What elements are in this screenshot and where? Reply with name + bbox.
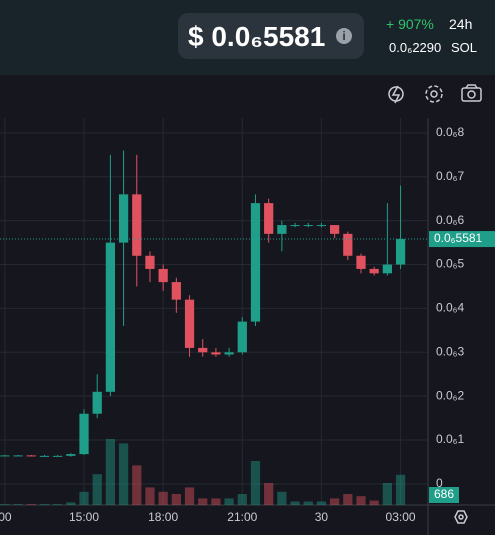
- price-pill: $ 0.0₆5581 i: [178, 13, 364, 59]
- candle-body: [132, 194, 142, 256]
- y-tick-label: 0.0₆5: [436, 257, 465, 271]
- price-tag: [429, 231, 495, 248]
- y-tick-label: 0.0₆6: [436, 213, 465, 227]
- x-tick-label: 00: [0, 510, 12, 524]
- price-tag-label: 0.0₆5581: [434, 231, 483, 245]
- candle-body: [26, 455, 36, 457]
- sol-price: 0.0₆2290: [389, 40, 442, 55]
- info-icon[interactable]: i: [336, 28, 352, 44]
- x-tick-label: 03:00: [386, 510, 416, 524]
- volume-bar: [211, 498, 221, 505]
- x-tick-label: 21:00: [227, 510, 257, 524]
- candle-body: [158, 268, 168, 283]
- volume-bar: [343, 494, 353, 505]
- candle-body: [382, 264, 392, 274]
- volume-bar: [53, 504, 63, 505]
- y-tick-label: 0: [436, 476, 443, 490]
- candle-body: [66, 454, 76, 456]
- candle-body: [184, 299, 195, 348]
- candle-body: [303, 225, 313, 227]
- volume-bar: [290, 501, 300, 505]
- candle-body: [39, 455, 50, 457]
- volume-bar: [145, 487, 155, 505]
- volume-tag: [429, 487, 459, 503]
- candle-body: [92, 391, 102, 414]
- candle-body: [118, 194, 129, 243]
- candle-body: [53, 455, 63, 457]
- volume-bar: [303, 501, 313, 505]
- volume-tag-label: 686: [434, 487, 454, 501]
- volume-bar: [39, 504, 50, 505]
- candle-body: [145, 255, 155, 269]
- x-tick-label: 15:00: [69, 510, 99, 524]
- candle-body: [198, 347, 208, 353]
- volume-bar: [316, 501, 327, 505]
- candle-body: [316, 225, 327, 227]
- volume-bar: [184, 487, 195, 505]
- volume-bar: [171, 494, 181, 505]
- settings-button[interactable]: [425, 85, 443, 103]
- volume-bar: [264, 483, 274, 505]
- volume-bar: [250, 461, 261, 505]
- candle-body: [330, 225, 340, 234]
- candle-body: [356, 255, 366, 269]
- volume-bar: [198, 498, 208, 505]
- candle-body: [79, 413, 89, 455]
- candle-body: [343, 233, 353, 256]
- axis-settings-button[interactable]: [454, 510, 468, 524]
- volume-bar: [105, 439, 116, 505]
- volume-bar: [277, 491, 287, 505]
- candle-body: [224, 352, 234, 355]
- sol-unit: SOL: [451, 40, 478, 55]
- volume-bar: [330, 498, 340, 505]
- candle-body: [171, 282, 181, 300]
- volume-bar: [158, 491, 168, 505]
- candle-body: [277, 225, 287, 234]
- volume-bar: [92, 474, 102, 505]
- candle-body: [0, 455, 10, 457]
- candle-body: [264, 203, 274, 234]
- volume-bar: [13, 504, 23, 505]
- candle-body: [250, 203, 261, 322]
- candle-body: [211, 352, 221, 355]
- y-tick-label: 0.0₆2: [436, 388, 465, 402]
- candle-body: [105, 242, 116, 392]
- volume-bar: [26, 504, 36, 505]
- volume-bar: [0, 504, 10, 505]
- volume-bar: [118, 443, 129, 505]
- volume-bar: [132, 465, 142, 505]
- volume-bar: [237, 494, 247, 505]
- volume-bar: [395, 474, 406, 505]
- y-tick-label: 0.0₆7: [436, 169, 465, 183]
- y-tick-label: 0.0₆1: [436, 432, 465, 446]
- indicator-button[interactable]: [388, 85, 404, 104]
- price: $ 0.0₆5581: [188, 21, 326, 52]
- candle-body: [13, 455, 23, 457]
- candle-body: [395, 239, 406, 265]
- x-tick-label: 30: [315, 510, 329, 524]
- period: 24h: [449, 16, 473, 32]
- candle-body: [237, 321, 247, 353]
- volume-bar: [66, 502, 76, 505]
- y-tick-label: 0.0₆3: [436, 344, 465, 358]
- volume-bar: [369, 500, 379, 505]
- volume-bar: [382, 483, 392, 505]
- header: $ 0.0₆5581 i + 907% 24h 0.0₆2290 SOL: [0, 0, 495, 75]
- volume-bar: [224, 498, 234, 505]
- x-tick-label: 18:00: [148, 510, 178, 524]
- y-tick-label: 0.0₆8: [436, 125, 465, 139]
- volume-bar: [356, 496, 366, 505]
- volume-bar: [79, 491, 89, 505]
- candle-body: [369, 268, 379, 274]
- screenshot-button[interactable]: [461, 84, 482, 102]
- change: + 907%: [386, 16, 434, 32]
- candle-body: [290, 225, 300, 227]
- chart-bg: [0, 75, 495, 535]
- y-tick-label: 0.0₆4: [436, 301, 465, 315]
